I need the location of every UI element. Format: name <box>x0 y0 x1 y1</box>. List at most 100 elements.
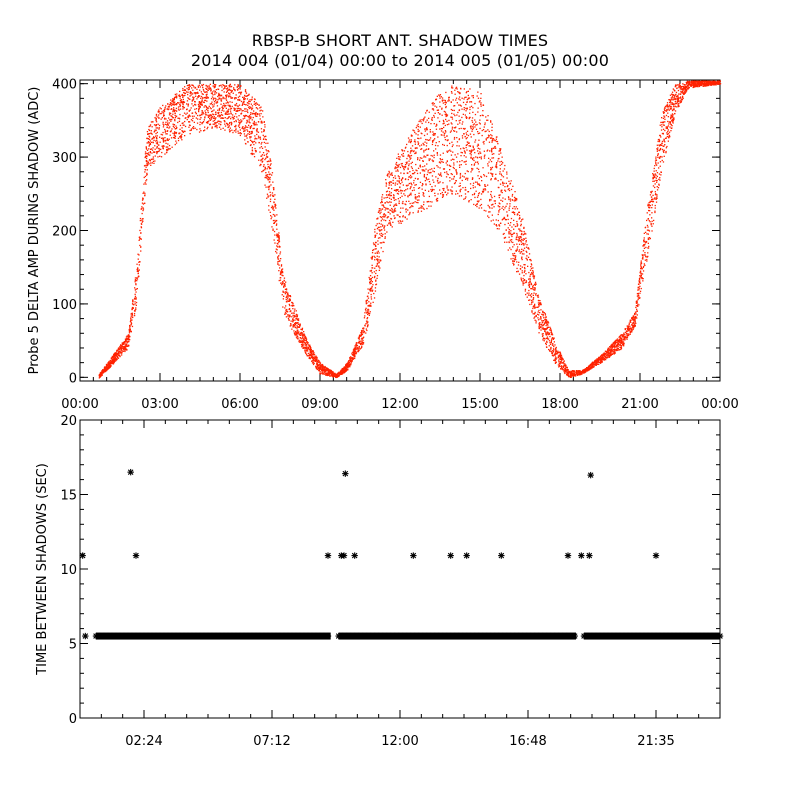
top-data-point <box>223 97 225 99</box>
top-data-point <box>287 296 289 298</box>
top-data-point <box>366 318 368 320</box>
top-data-point <box>262 110 264 112</box>
top-data-point <box>544 313 546 315</box>
top-data-point <box>238 109 240 112</box>
top-data-point <box>608 354 610 356</box>
top-data-point <box>152 137 154 139</box>
top-data-point <box>274 194 276 196</box>
top-data-point <box>250 131 252 133</box>
top-data-point <box>606 357 608 359</box>
top-data-point <box>414 194 416 196</box>
top-data-point <box>463 155 465 157</box>
top-data-point <box>270 167 272 169</box>
top-data-point <box>667 116 669 118</box>
top-data-point <box>399 183 402 185</box>
top-data-point <box>161 111 163 113</box>
top-data-point <box>138 236 140 238</box>
top-data-point <box>392 182 394 184</box>
top-data-point <box>636 295 639 297</box>
top-data-point <box>140 238 142 240</box>
top-data-point <box>310 352 312 354</box>
top-data-point <box>264 126 266 128</box>
top-data-point <box>378 256 380 258</box>
top-data-point <box>677 100 680 102</box>
top-data-point <box>206 88 208 90</box>
top-data-point <box>230 113 232 115</box>
top-data-point <box>373 255 375 257</box>
top-data-point <box>624 333 626 336</box>
top-data-point <box>666 106 668 108</box>
top-data-point <box>261 154 264 156</box>
top-data-point <box>301 327 304 329</box>
top-data-point <box>238 115 240 117</box>
top-data-point <box>271 192 274 194</box>
top-data-point <box>237 89 239 91</box>
top-data-point <box>101 374 103 376</box>
top-data-point <box>607 355 609 357</box>
top-data-point <box>672 115 674 117</box>
top-data-point <box>267 142 269 144</box>
top-data-point <box>161 145 163 147</box>
top-data-point <box>528 248 530 250</box>
top-data-point <box>279 246 281 248</box>
top-data-point <box>543 340 545 342</box>
top-data-point <box>503 232 505 235</box>
top-data-point <box>198 109 200 111</box>
top-data-point <box>375 284 377 286</box>
top-data-point <box>462 121 464 123</box>
top-data-point <box>477 143 479 145</box>
top-data-point <box>226 95 228 97</box>
top-data-point <box>274 242 276 244</box>
top-data-point <box>177 117 179 119</box>
top-data-point <box>419 159 421 161</box>
top-data-point <box>451 123 453 125</box>
top-data-point <box>364 312 366 314</box>
top-data-point <box>304 335 306 338</box>
top-data-point <box>537 299 540 302</box>
top-data-point <box>236 107 238 110</box>
top-data-point <box>405 189 407 191</box>
top-data-point <box>533 289 535 291</box>
top-data-point <box>362 339 364 342</box>
top-data-point <box>249 136 251 138</box>
top-data-point <box>179 102 181 104</box>
top-data-point <box>631 327 633 329</box>
top-data-point <box>634 313 636 315</box>
top-data-point <box>661 126 663 128</box>
top-data-point <box>389 204 391 206</box>
top-data-point <box>270 163 272 165</box>
top-data-point <box>401 164 403 167</box>
top-data-point <box>437 173 440 175</box>
top-data-point <box>370 302 372 304</box>
top-data-point <box>401 150 404 152</box>
top-data-point <box>490 150 493 152</box>
top-data-point <box>228 92 230 94</box>
top-data-point <box>403 150 406 152</box>
top-data-point <box>677 106 679 108</box>
top-data-point <box>152 158 155 160</box>
top-data-point <box>222 117 225 119</box>
top-data-point <box>512 257 514 260</box>
top-data-point <box>423 208 425 210</box>
top-data-point <box>546 332 548 334</box>
top-data-point <box>630 321 632 323</box>
top-data-point <box>483 189 485 191</box>
top-panel-amplitude: 00:00 03:00 06:00 09:00 12:00 15:00 18:00 21:00… <box>27 78 739 412</box>
top-data-point <box>245 91 247 93</box>
top-data-point <box>451 192 453 194</box>
top-data-point <box>138 254 140 256</box>
top-data-point <box>170 118 172 121</box>
top-data-point <box>541 333 543 335</box>
top-data-point <box>656 197 658 199</box>
top-data-point <box>128 338 130 340</box>
top-data-point <box>388 223 390 225</box>
top-data-point <box>169 103 172 105</box>
top-data-point <box>114 352 116 354</box>
top-data-point <box>309 349 311 351</box>
top-data-point <box>260 146 263 148</box>
top-data-point <box>166 148 168 151</box>
top-data-point <box>539 312 541 314</box>
top-data-point <box>670 116 672 119</box>
top-data-point <box>510 234 512 236</box>
top-data-point <box>409 188 411 190</box>
